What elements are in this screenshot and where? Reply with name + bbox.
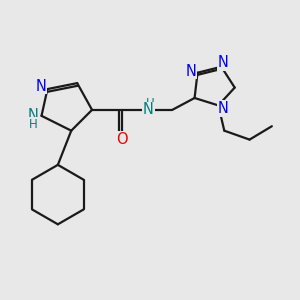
Text: N: N [143, 102, 154, 117]
Text: H: H [146, 97, 155, 110]
Text: N: N [186, 64, 196, 79]
Text: N: N [28, 108, 39, 123]
Text: H: H [29, 118, 38, 130]
Text: N: N [35, 79, 46, 94]
Text: O: O [116, 131, 128, 146]
Text: N: N [218, 101, 228, 116]
Text: N: N [218, 55, 228, 70]
